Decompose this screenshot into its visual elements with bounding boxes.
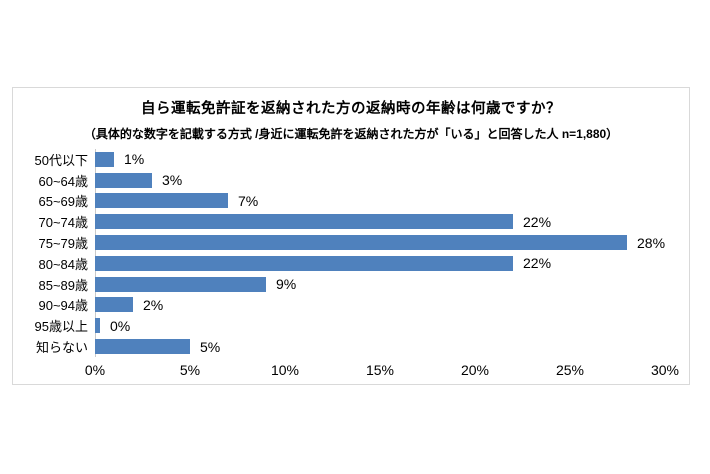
chart-subtitle: （具体的な数字を記載する方式 /身近に運転免許を返納された方が「いる」と回答した… [83, 127, 619, 141]
bar [95, 193, 228, 209]
bar-row: 知らない 5% [13, 336, 689, 357]
x-axis-tick-label: 20% [460, 362, 490, 378]
category-label: 75~79歳 [38, 236, 88, 252]
bar-row: 75~79歳 28% [13, 232, 689, 253]
value-label: 5% [200, 338, 221, 355]
bar-track: 22% [95, 253, 665, 274]
chart-frame: 自ら運転免許証を返納された方の返納時の年齢は何歳ですか？ （具体的な数字を記載す… [12, 87, 690, 385]
bar-track: 9% [95, 274, 665, 295]
x-axis-tick-label: 15% [365, 362, 395, 378]
bar-track: 1% [95, 149, 665, 170]
value-label: 3% [162, 172, 183, 189]
category-label: 90~94歳 [38, 298, 88, 314]
y-axis-line [95, 149, 96, 357]
value-label: 7% [238, 192, 259, 209]
x-axis-tick-label: 30% [650, 362, 680, 378]
bar [95, 297, 133, 313]
x-axis-tick-label: 0% [84, 362, 106, 378]
x-axis-tick-label: 10% [270, 362, 300, 378]
bar-row: 60~64歳 3% [13, 170, 689, 191]
bar-track: 2% [95, 295, 665, 316]
bar [95, 235, 627, 251]
x-axis-tick-label: 25% [555, 362, 585, 378]
value-label: 22% [523, 213, 552, 230]
bar-track: 5% [95, 336, 665, 357]
chart-title: 自ら運転免許証を返納された方の返納時の年齢は何歳ですか？ [141, 101, 561, 117]
x-axis-tick-label: 5% [179, 362, 201, 378]
category-label: 80~84歳 [38, 256, 88, 272]
bar [95, 255, 513, 271]
bar-row: 65~69歳 7% [13, 191, 689, 212]
bar-row: 70~74歳 22% [13, 211, 689, 232]
bar [95, 151, 114, 167]
bar-track: 7% [95, 191, 665, 212]
value-label: 2% [143, 296, 164, 313]
category-label: 知らない [35, 340, 88, 356]
bar [95, 276, 266, 292]
category-label: 50代以下 [34, 152, 88, 168]
bar [95, 339, 190, 355]
value-label: 22% [523, 255, 552, 272]
bar-row: 50代以下 1% [13, 149, 689, 170]
x-axis: 0% 5% 10% 15% 20% 25% 30% [85, 362, 679, 380]
category-label: 95歳以上 [34, 319, 88, 335]
bar-row: 90~94歳 2% [13, 295, 689, 316]
bar [95, 214, 513, 230]
bar-row: 85~89歳 9% [13, 274, 689, 295]
bar-track: 28% [95, 232, 665, 253]
bar-row: 95歳以上 0% [13, 315, 689, 336]
value-label: 0% [110, 317, 131, 334]
bar-row: 80~84歳 22% [13, 253, 689, 274]
value-label: 9% [276, 276, 297, 293]
bar-track: 3% [95, 170, 665, 191]
bar [95, 318, 100, 334]
bar-rows: 50代以下 1% 60~64歳 3% 65~69歳 7% 70~74歳 22% 75~79歳 28… [13, 149, 689, 357]
category-label: 65~69歳 [38, 194, 88, 210]
category-label: 60~64歳 [38, 173, 88, 189]
bar-track: 0% [95, 315, 665, 336]
value-label: 28% [637, 234, 666, 251]
category-label: 85~89歳 [38, 277, 88, 293]
bar [95, 172, 152, 188]
plot-area: 50代以下 1% 60~64歳 3% 65~69歳 7% 70~74歳 22% 75~79歳 28… [13, 149, 689, 357]
bar-track: 22% [95, 211, 665, 232]
category-label: 70~74歳 [38, 215, 88, 231]
value-label: 1% [124, 151, 145, 168]
